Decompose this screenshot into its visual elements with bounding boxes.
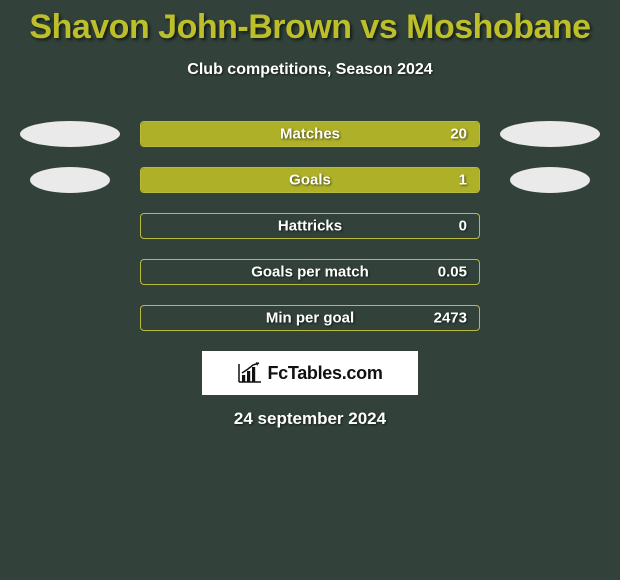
stat-row: Matches 20 (0, 121, 620, 147)
right-ellipse (500, 121, 600, 147)
bar-chart-icon (237, 362, 263, 384)
stat-row: Hattricks 0 (0, 213, 620, 239)
right-ellipse (510, 167, 590, 193)
bar-label: Goals per match (251, 264, 369, 281)
stat-row: Goals 1 (0, 167, 620, 193)
logo-box: FcTables.com (202, 351, 418, 395)
bar-label: Hattricks (278, 218, 342, 235)
stat-bar: Goals 1 (140, 167, 480, 193)
comparison-infographic: Shavon John-Brown vs Moshobane Club comp… (0, 0, 620, 429)
stat-bar: Hattricks 0 (140, 213, 480, 239)
bar-label: Matches (280, 126, 340, 143)
bar-value: 1 (459, 172, 467, 189)
bar-value: 0 (459, 218, 467, 235)
logo: FcTables.com (237, 362, 382, 384)
date-label: 24 september 2024 (0, 409, 620, 429)
stat-row: Min per goal 2473 (0, 305, 620, 331)
left-ellipse (20, 121, 120, 147)
logo-text: FcTables.com (267, 363, 382, 384)
stat-row: Goals per match 0.05 (0, 259, 620, 285)
subtitle: Club competitions, Season 2024 (0, 61, 620, 79)
bar-value: 20 (450, 126, 467, 143)
page-title: Shavon John-Brown vs Moshobane (0, 8, 620, 47)
bar-label: Goals (289, 172, 331, 189)
bar-label: Min per goal (266, 310, 354, 327)
bar-value: 0.05 (438, 264, 467, 281)
stat-bar: Min per goal 2473 (140, 305, 480, 331)
bar-value: 2473 (434, 310, 467, 327)
stat-bar: Goals per match 0.05 (140, 259, 480, 285)
stat-bar: Matches 20 (140, 121, 480, 147)
stat-rows: Matches 20 Goals 1 Hattricks 0 Goals per match… (0, 121, 620, 331)
left-ellipse (30, 167, 110, 193)
